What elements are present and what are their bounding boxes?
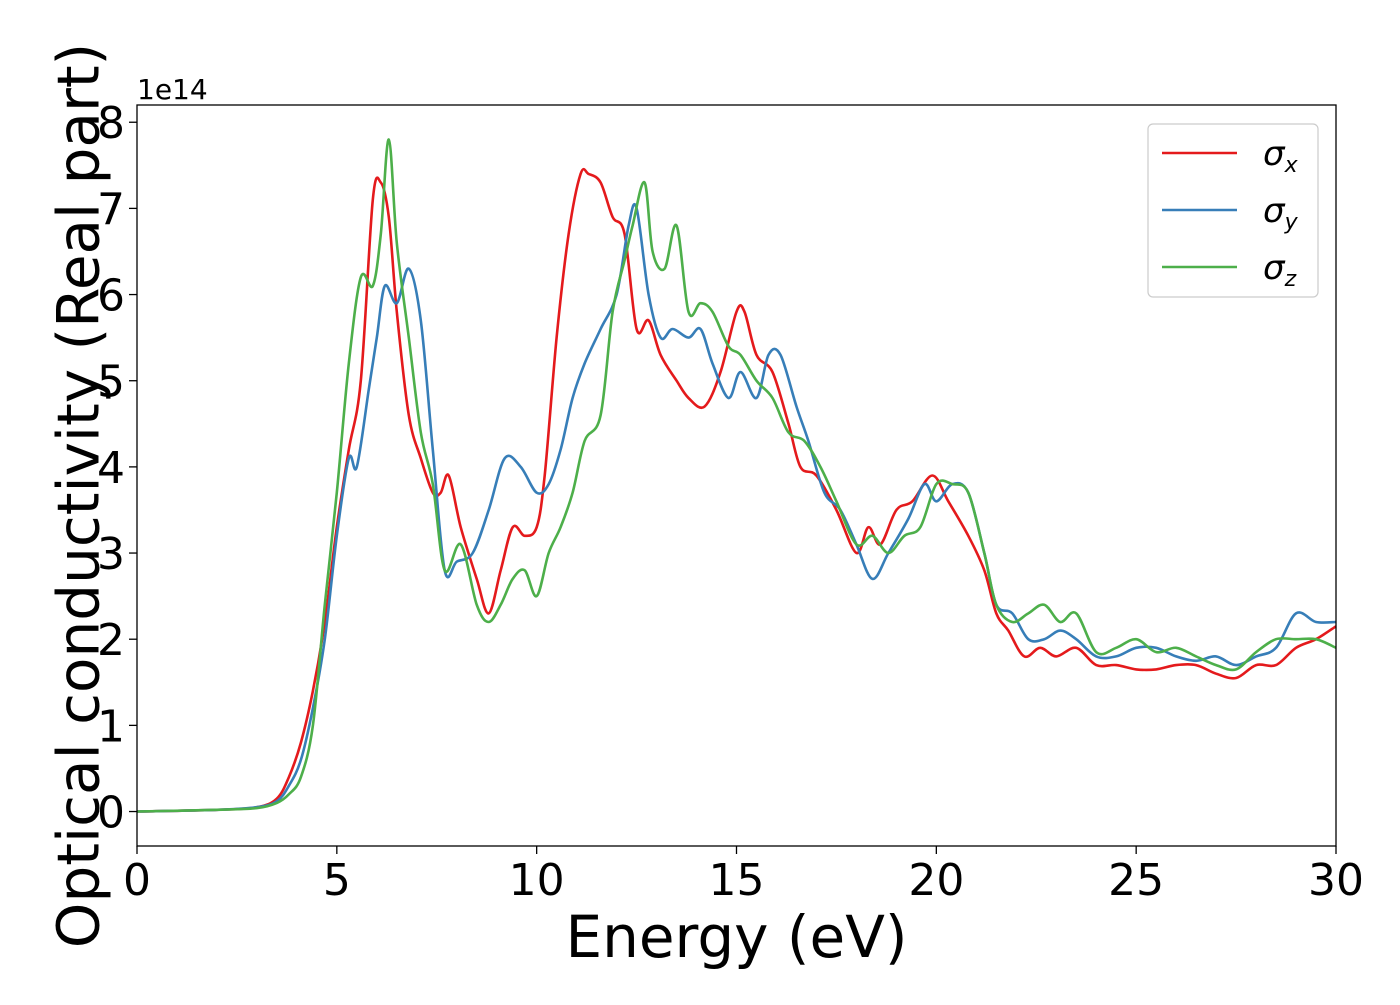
y-tick-label: 7 xyxy=(97,184,125,235)
x-tick-label: 25 xyxy=(1108,855,1164,906)
y-tick-label: 1 xyxy=(97,701,125,752)
x-axis-label: Energy (eV) xyxy=(565,903,907,971)
series-layer xyxy=(136,138,1337,813)
x-tick-label: 30 xyxy=(1308,855,1364,906)
x-tick-label: 0 xyxy=(123,855,151,906)
y-axis-ticks: 0 1 2 3 4 5 6 7 8 xyxy=(97,98,137,839)
x-tick-label: 10 xyxy=(509,855,565,906)
legend-label-x: σx xyxy=(1263,134,1299,178)
x-axis-ticks: 0 5 10 15 20 25 30 xyxy=(123,846,1364,906)
legend-label-z: σz xyxy=(1263,248,1297,292)
y-offset-text: 1e14 xyxy=(137,73,208,106)
series-line-z xyxy=(136,138,1337,813)
y-tick-label: 8 xyxy=(97,98,125,149)
y-tick-label: 4 xyxy=(97,443,125,494)
y-tick-label: 6 xyxy=(97,271,125,322)
legend: σx σy σz xyxy=(1147,123,1319,298)
y-tick-label: 5 xyxy=(97,357,125,408)
y-tick-label: 2 xyxy=(97,615,125,666)
x-tick-label: 20 xyxy=(908,855,964,906)
y-tick-label: 0 xyxy=(97,788,125,839)
x-tick-label: 5 xyxy=(323,855,351,906)
y-tick-label: 3 xyxy=(97,529,125,580)
x-tick-label: 15 xyxy=(709,855,765,906)
series-line-x xyxy=(136,167,1337,813)
series-line-y xyxy=(136,202,1337,813)
y-axis-label: Optical conductivity (Real part) xyxy=(44,43,112,948)
legend-label-y: σy xyxy=(1263,191,1299,235)
